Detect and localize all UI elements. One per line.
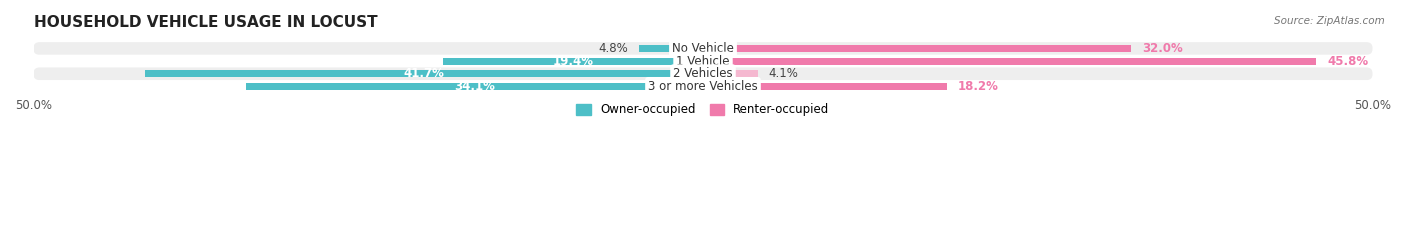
Bar	[703, 83, 946, 90]
Text: 45.8%: 45.8%	[1327, 55, 1368, 68]
Text: 3 or more Vehicles: 3 or more Vehicles	[648, 80, 758, 93]
Bar	[638, 45, 703, 52]
Text: 41.7%: 41.7%	[404, 67, 444, 80]
Bar	[703, 58, 1316, 65]
FancyBboxPatch shape	[34, 42, 1372, 55]
Text: 34.1%: 34.1%	[454, 80, 495, 93]
Text: 4.8%: 4.8%	[599, 42, 628, 55]
Text: 1 Vehicle: 1 Vehicle	[676, 55, 730, 68]
Text: 18.2%: 18.2%	[957, 80, 998, 93]
Bar	[703, 45, 1132, 52]
FancyBboxPatch shape	[34, 68, 1372, 80]
Bar	[145, 70, 703, 77]
Bar	[246, 83, 703, 90]
Text: 32.0%: 32.0%	[1142, 42, 1182, 55]
FancyBboxPatch shape	[34, 55, 1372, 68]
Text: 4.1%: 4.1%	[769, 67, 799, 80]
Text: 19.4%: 19.4%	[553, 55, 593, 68]
Text: Source: ZipAtlas.com: Source: ZipAtlas.com	[1274, 16, 1385, 26]
Bar	[703, 70, 758, 77]
Bar	[443, 58, 703, 65]
Text: 2 Vehicles: 2 Vehicles	[673, 67, 733, 80]
FancyBboxPatch shape	[34, 80, 1372, 93]
Legend: Owner-occupied, Renter-occupied: Owner-occupied, Renter-occupied	[572, 99, 834, 121]
Text: No Vehicle: No Vehicle	[672, 42, 734, 55]
Text: HOUSEHOLD VEHICLE USAGE IN LOCUST: HOUSEHOLD VEHICLE USAGE IN LOCUST	[34, 15, 377, 30]
